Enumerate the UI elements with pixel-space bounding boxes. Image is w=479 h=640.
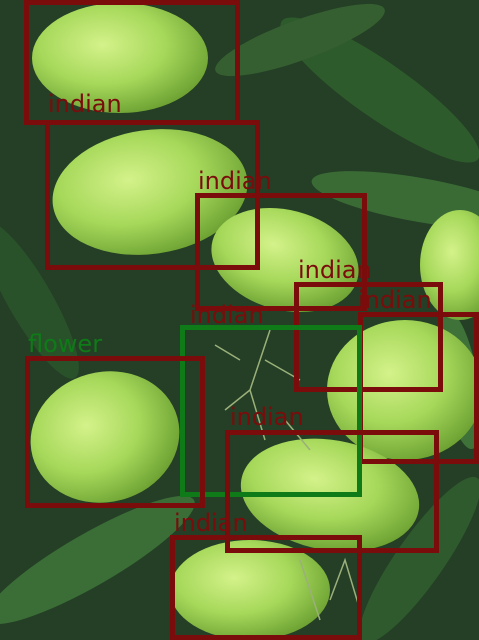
box-label-indian: indian	[190, 301, 264, 329]
box-label-indian: indian	[230, 403, 304, 431]
bounding-box-indian	[25, 356, 205, 508]
bounding-box-indian	[170, 535, 362, 640]
box-label-flower: flower	[28, 330, 103, 358]
box-label-indian: indian	[358, 286, 432, 314]
box-label-indian: indian	[198, 167, 272, 195]
bounding-box-indian	[225, 430, 439, 553]
flower-panicle	[214, 329, 361, 621]
box-label-indian: indian	[48, 90, 122, 118]
box-label-indian: indian	[298, 256, 372, 284]
bounding-box-indian	[195, 193, 367, 311]
bounding-box-indian	[294, 282, 443, 392]
bounding-box-flower	[180, 325, 362, 497]
box-label-indian: indian	[174, 509, 248, 537]
